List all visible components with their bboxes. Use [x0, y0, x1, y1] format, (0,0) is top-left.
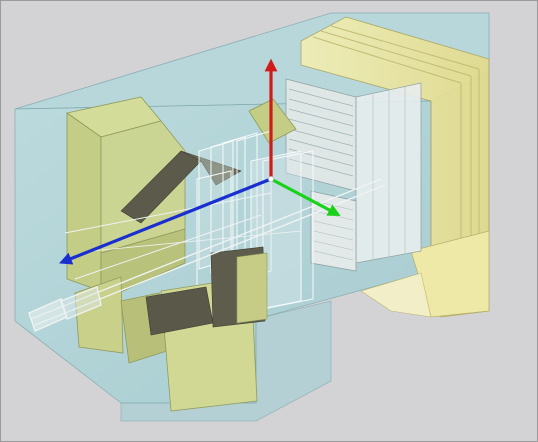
z-axis — [270, 177, 341, 217]
calorimeter-walls — [300, 16, 490, 318]
tracker-panels-back — [285, 78, 422, 272]
y-axis — [59, 177, 272, 265]
beam-pipe — [28, 178, 386, 332]
muon-frames-front — [74, 246, 268, 412]
magnet-blocks — [66, 96, 297, 302]
origin-point — [268, 176, 274, 182]
coordinate-axes — [59, 58, 341, 265]
